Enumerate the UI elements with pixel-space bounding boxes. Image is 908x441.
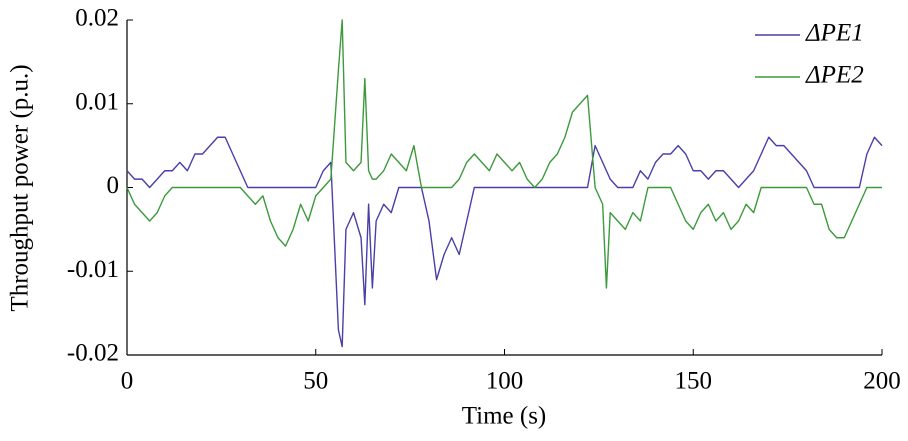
y-axis-label: Throughput power (p.u.) (7, 64, 34, 311)
y-tick-label: -0.01 (67, 256, 119, 283)
y-tick-label: -0.02 (67, 340, 119, 367)
x-tick-label: 50 (303, 368, 328, 395)
legend-label: ΔPE2 (805, 62, 864, 89)
series-line (126, 19, 882, 289)
x-tick-label: 150 (675, 368, 713, 395)
legend-label: ΔPE1 (805, 20, 864, 47)
y-tick-label: 0.02 (75, 5, 119, 32)
x-axis-label: Time (s) (462, 403, 547, 430)
y-tick-label: 0.01 (75, 88, 119, 115)
y-tick-label: 0 (107, 172, 120, 199)
x-tick-label: 100 (486, 368, 524, 395)
x-tick-label: 200 (863, 368, 901, 395)
x-tick-label: 0 (121, 368, 134, 395)
series-line (126, 136, 883, 348)
